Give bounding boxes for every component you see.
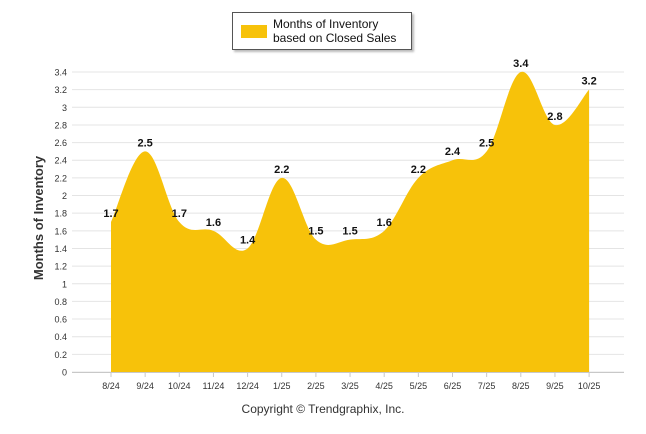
data-labels: 1.7 2.5 1.7 1.6 1.4 2.2 1.5 1.5 1.6 2.2 2.4 2.5 3.4 2… xyxy=(103,58,596,246)
copyright-text: Copyright © Trendgraphix, Inc. xyxy=(241,402,405,416)
data-label: 1.7 xyxy=(103,208,118,220)
data-label: 1.6 xyxy=(206,217,221,229)
data-label: 2.8 xyxy=(547,111,562,123)
legend-swatch xyxy=(241,25,267,38)
x-tick-label: 5/25 xyxy=(410,381,428,391)
legend[interactable]: Months of Inventory based on Closed Sale… xyxy=(232,12,412,50)
data-label: 1.7 xyxy=(172,208,187,220)
x-tick-label: 9/24 xyxy=(136,381,154,391)
area-series-fill xyxy=(111,71,590,372)
y-tick-label: 0.6 xyxy=(54,315,67,325)
y-tick-label: 3 xyxy=(62,103,67,113)
area-series xyxy=(111,71,590,372)
data-label: 1.5 xyxy=(308,226,323,238)
y-tick-label: 2 xyxy=(62,191,67,201)
y-tick-label: 0.8 xyxy=(54,297,67,307)
x-tick-label: 8/25 xyxy=(512,381,530,391)
x-tick-label: 2/25 xyxy=(307,381,325,391)
y-tick-label: 1.2 xyxy=(54,262,67,272)
x-tick-label: 10/25 xyxy=(578,381,601,391)
x-tick-label: 8/24 xyxy=(102,381,120,391)
x-tick-label: 11/24 xyxy=(203,381,225,391)
y-tick-label: 1.8 xyxy=(54,209,67,219)
data-label: 2.2 xyxy=(274,164,289,176)
y-tick-label: 1.4 xyxy=(54,244,67,254)
y-tick-label: 2.8 xyxy=(54,120,67,130)
axes: 0 0.2 0.4 0.6 0.8 1 1.2 1.4 1.6 1.8 2 2.2 2.4 2.6 2.8 3… xyxy=(54,68,624,391)
x-tick-label: 3/25 xyxy=(341,381,359,391)
x-tick-label: 6/25 xyxy=(444,381,462,391)
data-label: 2.2 xyxy=(411,164,426,176)
y-tick-label: 0 xyxy=(62,368,67,378)
data-label: 1.4 xyxy=(240,234,256,246)
x-tick-label: 9/25 xyxy=(546,381,564,391)
data-label: 2.5 xyxy=(479,137,494,149)
y-axis-title: Months of Inventory xyxy=(31,155,46,280)
x-tick-label: 1/25 xyxy=(273,381,291,391)
data-label: 3.4 xyxy=(513,58,529,70)
x-tick-label: 7/25 xyxy=(478,381,496,391)
data-label: 2.5 xyxy=(138,137,153,149)
y-tick-label: 3.4 xyxy=(54,68,67,78)
y-tick-label: 1 xyxy=(62,279,67,289)
x-tick-label: 4/25 xyxy=(375,381,393,391)
data-label: 1.6 xyxy=(377,217,392,229)
x-tick-label: 12/24 xyxy=(236,381,259,391)
y-tick-label: 3.2 xyxy=(54,85,67,95)
y-tick-label: 2.6 xyxy=(54,138,67,148)
legend-label: Months of Inventory based on Closed Sale… xyxy=(273,17,397,45)
x-tick-label: 10/24 xyxy=(168,381,191,391)
y-tick-label: 0.4 xyxy=(54,332,67,342)
y-tick-label: 1.6 xyxy=(54,226,67,236)
y-tick-label: 2.2 xyxy=(54,173,67,183)
data-label: 1.5 xyxy=(342,226,357,238)
y-tick-label: 0.2 xyxy=(54,350,67,360)
data-label: 3.2 xyxy=(581,76,596,88)
data-label: 2.4 xyxy=(445,146,461,158)
y-tick-label: 2.4 xyxy=(54,156,67,166)
